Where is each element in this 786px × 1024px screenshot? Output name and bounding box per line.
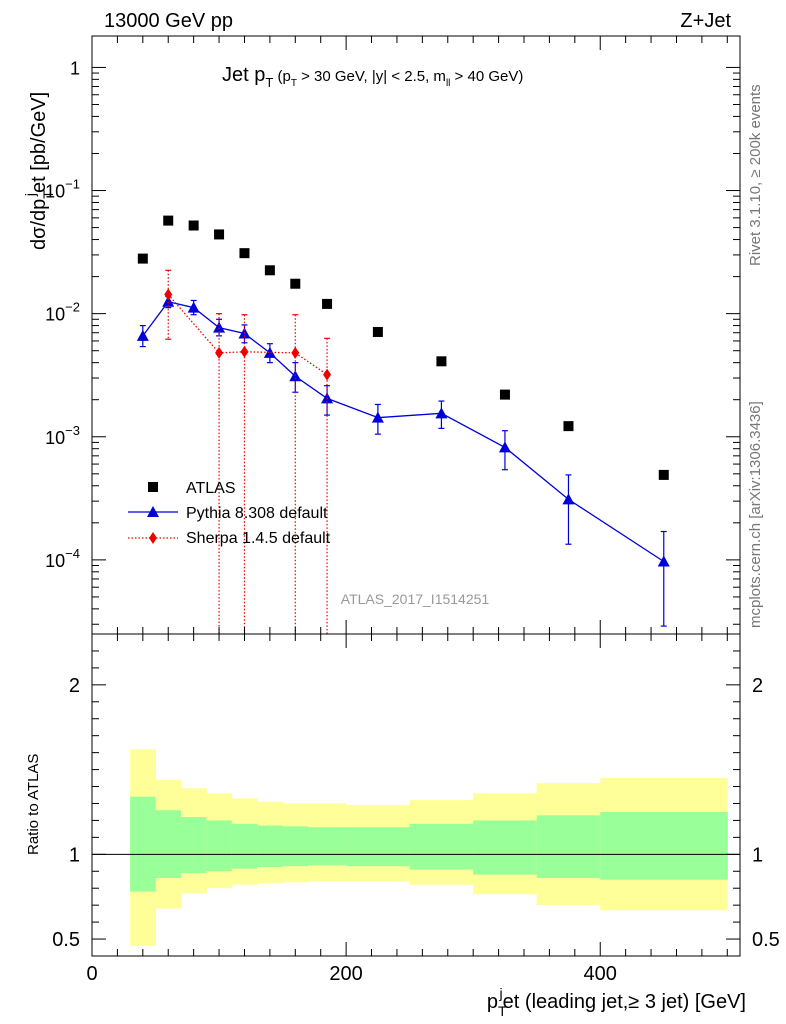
legend-entry-sherpa: Sherpa 1.4.5 default xyxy=(128,530,331,547)
series-pythia xyxy=(136,295,670,627)
series-atlas xyxy=(137,215,669,480)
data-point xyxy=(213,321,226,333)
legend-sherpa-marker xyxy=(149,532,157,544)
mcplots-label: mcplots.cern.ch [arXiv:1306.3436] xyxy=(747,401,764,628)
ratio-inner-band xyxy=(257,825,284,868)
legend-atlas-label: ATLAS xyxy=(186,480,236,497)
legend: ATLAS Pythia 8.308 default Sherpa 1.4.5 … xyxy=(128,480,331,547)
y-tick-label: 10−1 xyxy=(45,177,80,202)
data-point xyxy=(137,253,148,264)
x-tick-label: 0 xyxy=(86,963,97,985)
ratio-inner-band xyxy=(206,820,233,872)
data-point xyxy=(499,389,510,400)
ratio-inner-band xyxy=(180,817,207,873)
analysis-watermark: ATLAS_2017_I1514251 xyxy=(341,591,490,607)
data-point xyxy=(162,295,175,307)
ratio-bands xyxy=(130,749,728,946)
ratio-inner-band xyxy=(473,820,538,875)
data-point xyxy=(371,411,384,423)
data-point xyxy=(163,215,174,226)
rivet-label: Rivet 3.1.10, ≥ 200k events xyxy=(747,84,764,266)
legend-entry-pythia: Pythia 8.308 default xyxy=(128,505,328,522)
ratio-inner-band xyxy=(282,826,309,867)
data-point xyxy=(187,301,200,313)
series-line xyxy=(142,300,665,563)
legend-pythia-label: Pythia 8.308 default xyxy=(186,505,328,522)
ratio-inner-band xyxy=(130,796,157,892)
data-point xyxy=(188,220,199,231)
main-ylabel: dσ/dpTjet [pb/GeV] xyxy=(22,92,56,250)
series-sherpa xyxy=(164,269,332,634)
data-point xyxy=(136,329,149,341)
axes: 1 10−1 10−2 10−3 10−4 0 200 400 0.5 0.5 1 1 2 2 xyxy=(45,36,780,985)
legend-pythia-marker xyxy=(147,506,159,517)
x-tick-label: 200 xyxy=(329,963,362,985)
energy-label: 13000 GeV pp xyxy=(104,10,233,32)
main-title: Jet pT (pT > 30 GeV, |y| < 2.5, mll > 40… xyxy=(222,64,523,90)
data-point xyxy=(215,346,224,359)
ratio-inner-band xyxy=(155,810,182,879)
y-tick-label: 10−2 xyxy=(45,300,80,325)
legend-atlas-marker xyxy=(148,482,158,492)
ratio-y-tick-label: 2 xyxy=(69,675,80,697)
ratio-y-tick-label-right: 2 xyxy=(752,675,763,697)
data-point xyxy=(323,368,332,381)
y-tick-label: 10−3 xyxy=(45,423,80,448)
x-tick-label: 400 xyxy=(584,963,617,985)
data-point xyxy=(263,346,276,358)
main-plot-content xyxy=(136,215,670,634)
ratio-inner-band xyxy=(409,823,474,870)
legend-entry-atlas: ATLAS xyxy=(148,480,236,497)
data-point xyxy=(164,288,173,301)
y-tick-label: 1 xyxy=(70,58,80,78)
data-point xyxy=(498,441,511,453)
data-point xyxy=(562,493,575,505)
data-point xyxy=(290,278,301,289)
ratio-y-tick-label-right: 0.5 xyxy=(752,929,780,951)
data-point xyxy=(657,555,670,567)
data-point xyxy=(372,326,383,337)
process-label: Z+Jet xyxy=(680,10,731,32)
data-point xyxy=(289,370,302,382)
data-point xyxy=(264,265,275,276)
data-point xyxy=(291,346,300,359)
ratio-y-tick-label-right: 1 xyxy=(752,844,763,866)
ratio-frame xyxy=(91,633,741,957)
ratio-inner-band xyxy=(536,815,601,879)
ratio-inner-band xyxy=(600,811,728,880)
data-point xyxy=(435,407,448,419)
x-axis-label: pTjet (leading jet,≥ 3 jet) [GeV] xyxy=(487,985,746,1019)
data-point xyxy=(658,469,669,480)
ratio-inner-band xyxy=(308,827,347,866)
ratio-inner-band xyxy=(346,827,411,867)
ratio-ylabel: Ratio to ATLAS xyxy=(25,754,42,855)
data-point xyxy=(240,345,249,358)
legend-sherpa-label: Sherpa 1.4.5 default xyxy=(186,530,331,547)
data-point xyxy=(239,248,250,259)
ratio-y-tick-label: 1 xyxy=(69,844,80,866)
data-point xyxy=(563,421,574,432)
data-point xyxy=(322,298,333,309)
ratio-inner-band xyxy=(231,823,258,869)
data-point xyxy=(214,229,225,240)
y-tick-label: 10−4 xyxy=(45,546,80,571)
ratio-y-tick-label: 0.5 xyxy=(52,929,80,951)
data-point xyxy=(436,356,447,367)
